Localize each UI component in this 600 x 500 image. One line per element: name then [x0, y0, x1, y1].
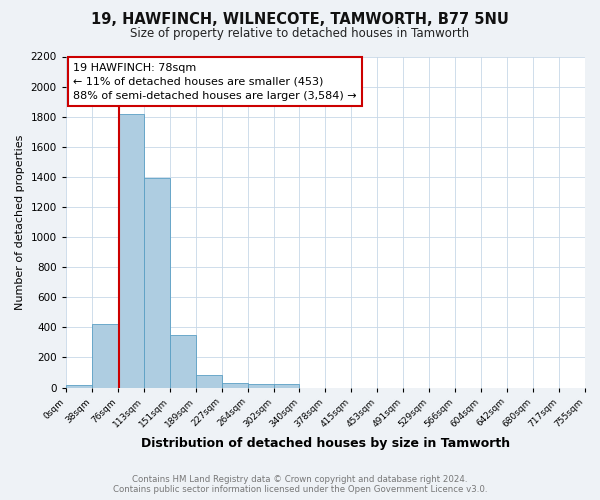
Bar [274, 384, 299, 388]
Bar [144, 178, 170, 388]
Bar [170, 335, 196, 388]
X-axis label: Distribution of detached houses by size in Tamworth: Distribution of detached houses by size … [141, 437, 510, 450]
Text: 19 HAWFINCH: 78sqm
← 11% of detached houses are smaller (453)
88% of semi-detach: 19 HAWFINCH: 78sqm ← 11% of detached hou… [73, 62, 357, 100]
Bar [248, 384, 274, 388]
Text: 19, HAWFINCH, WILNECOTE, TAMWORTH, B77 5NU: 19, HAWFINCH, WILNECOTE, TAMWORTH, B77 5… [91, 12, 509, 28]
Bar [196, 375, 221, 388]
Bar [221, 383, 248, 388]
Bar [118, 114, 144, 388]
Bar [92, 324, 118, 388]
Text: Size of property relative to detached houses in Tamworth: Size of property relative to detached ho… [130, 28, 470, 40]
Text: Contains HM Land Registry data © Crown copyright and database right 2024.
Contai: Contains HM Land Registry data © Crown c… [113, 474, 487, 494]
Y-axis label: Number of detached properties: Number of detached properties [15, 134, 25, 310]
Bar [66, 386, 92, 388]
